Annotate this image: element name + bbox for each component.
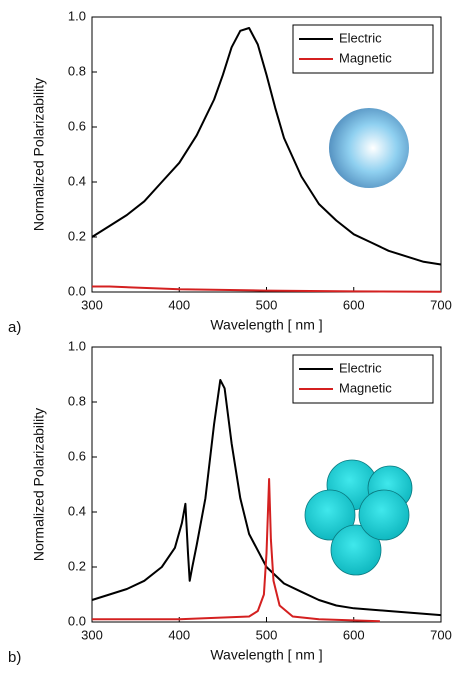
x-tick-label: 400 [168, 627, 190, 642]
series-line [92, 478, 380, 623]
legend-label: Electric [339, 30, 382, 45]
sphere-icon [329, 108, 409, 188]
y-axis-title: Normalized Polarizability [31, 408, 47, 561]
y-tick-label: 0.6 [68, 448, 86, 463]
x-tick-label: 400 [168, 297, 190, 312]
y-tick-label: 1.0 [68, 338, 86, 353]
cluster-icon [304, 459, 413, 576]
y-tick-label: 0.4 [68, 173, 86, 188]
x-axis-title: Wavelength [ nm ] [210, 647, 322, 663]
x-tick-label: 500 [256, 627, 278, 642]
y-tick-label: 1.0 [68, 8, 86, 23]
x-tick-label: 300 [81, 627, 103, 642]
panel-label: a) [8, 319, 21, 336]
x-tick-label: 600 [343, 627, 365, 642]
y-tick-label: 0.0 [68, 283, 86, 298]
y-tick-label: 0.2 [68, 228, 86, 243]
legend-label: Electric [339, 360, 382, 375]
x-tick-label: 300 [81, 297, 103, 312]
panel-label: b) [8, 649, 21, 666]
series-line [91, 27, 442, 266]
series-line [92, 285, 442, 293]
legend-box [292, 354, 434, 404]
legend-label: Magnetic [339, 50, 392, 65]
x-tick-label: 700 [430, 627, 452, 642]
y-tick-label: 0.0 [68, 613, 86, 628]
x-tick-label: 700 [430, 297, 452, 312]
y-axis-title: Normalized Polarizability [31, 78, 47, 231]
legend-label: Magnetic [339, 380, 392, 395]
legend-box [292, 24, 434, 74]
y-tick-label: 0.2 [68, 558, 86, 573]
y-tick-label: 0.8 [68, 63, 86, 78]
y-tick-label: 0.4 [68, 503, 86, 518]
x-tick-label: 500 [256, 297, 278, 312]
x-tick-label: 600 [343, 297, 365, 312]
y-tick-label: 0.6 [68, 118, 86, 133]
y-tick-label: 0.8 [68, 393, 86, 408]
x-axis-title: Wavelength [ nm ] [210, 317, 322, 333]
series-line [91, 379, 442, 617]
